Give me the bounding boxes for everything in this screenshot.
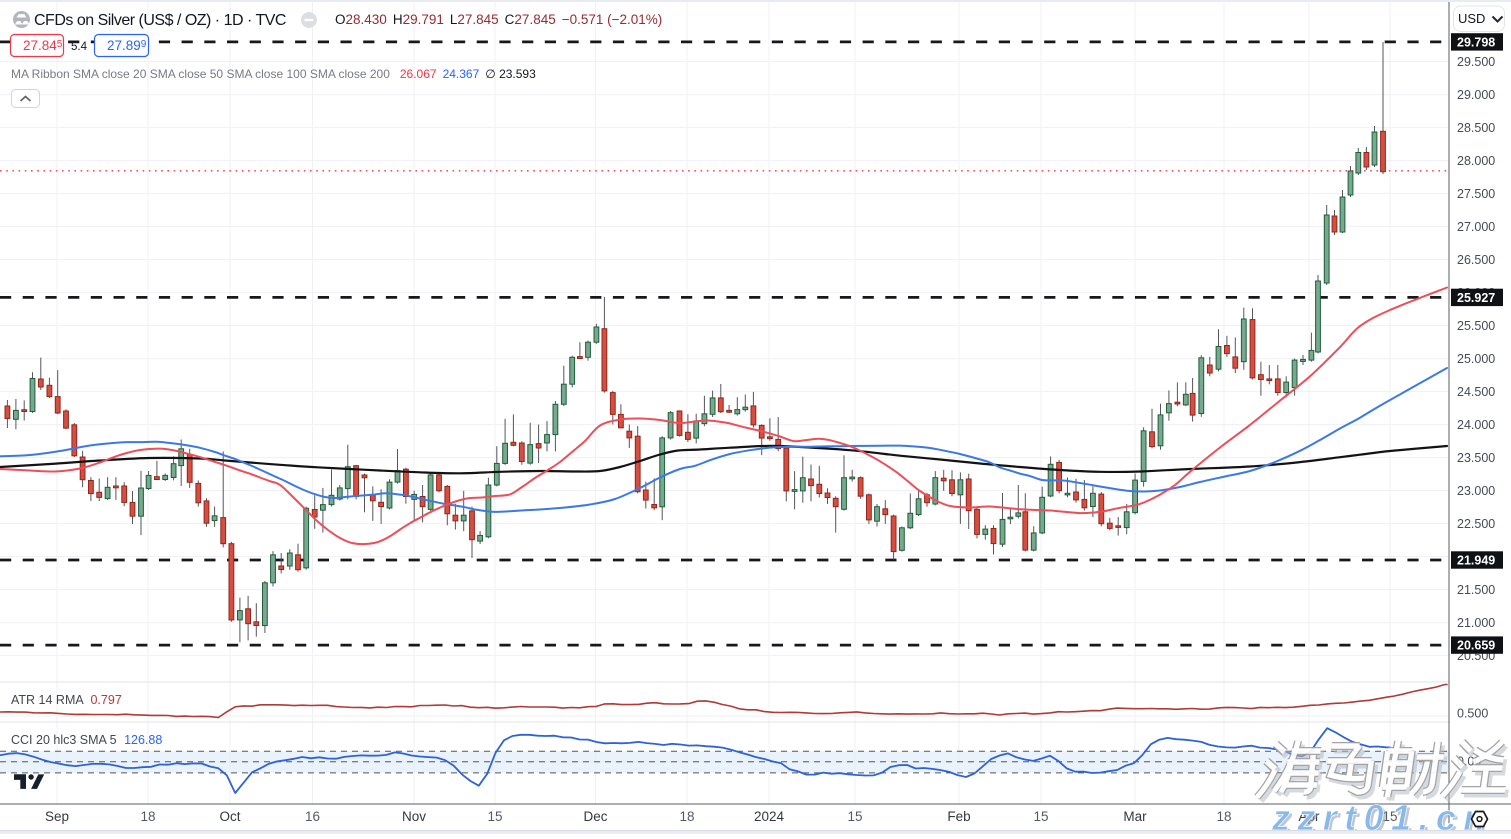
svg-text:27.000: 27.000 [1457, 220, 1495, 234]
svg-text:25.927: 25.927 [1457, 291, 1495, 305]
svg-text:Nov: Nov [402, 809, 426, 824]
svg-text:24.500: 24.500 [1457, 385, 1495, 399]
svg-text:24.000: 24.000 [1457, 418, 1495, 432]
svg-text:Oct: Oct [219, 809, 240, 824]
svg-text:CFDs on Silver (US$ / OZ) · 1D: CFDs on Silver (US$ / OZ) · 1D · TVC [34, 12, 286, 29]
svg-text:16: 16 [305, 809, 320, 824]
svg-text:zzrt01.cn: zzrt01.cn [1271, 797, 1493, 834]
svg-text:18: 18 [140, 809, 155, 824]
svg-text:29.500: 29.500 [1457, 55, 1495, 69]
svg-text:21.000: 21.000 [1457, 616, 1495, 630]
svg-text:29.798: 29.798 [1457, 35, 1495, 49]
svg-text:15: 15 [487, 809, 502, 824]
svg-text:2024: 2024 [754, 809, 785, 824]
svg-text:27.500: 27.500 [1457, 187, 1495, 201]
svg-text:15: 15 [1382, 809, 1397, 824]
svg-text:23.000: 23.000 [1457, 484, 1495, 498]
svg-text:27.845: 27.845 [23, 38, 63, 53]
svg-text:18: 18 [1216, 809, 1231, 824]
svg-text:29.000: 29.000 [1457, 88, 1495, 102]
svg-text:28.000: 28.000 [1457, 154, 1495, 168]
svg-text:Sep: Sep [45, 809, 69, 824]
svg-text:Mar: Mar [1123, 809, 1147, 824]
svg-text:ATR 14 RMA 0.797: ATR 14 RMA 0.797 [11, 693, 122, 707]
svg-text:5.4: 5.4 [71, 41, 88, 53]
svg-text:20.659: 20.659 [1457, 639, 1495, 653]
svg-text:MA Ribbon SMA close 20 SMA clo: MA Ribbon SMA close 20 SMA close 50 SMA … [11, 67, 536, 81]
svg-text:25.500: 25.500 [1457, 319, 1495, 333]
svg-text:18: 18 [679, 809, 694, 824]
svg-text:21.500: 21.500 [1457, 583, 1495, 597]
svg-text:25.000: 25.000 [1457, 352, 1495, 366]
svg-text:23.500: 23.500 [1457, 451, 1495, 465]
svg-text:0.500: 0.500 [1457, 707, 1488, 721]
svg-text:Apr: Apr [1298, 809, 1320, 824]
svg-text:26.500: 26.500 [1457, 253, 1495, 267]
svg-text:28.500: 28.500 [1457, 121, 1495, 135]
svg-text:27.899: 27.899 [107, 38, 147, 53]
svg-text:CCI 20 hlc3 SMA 5 126.88: CCI 20 hlc3 SMA 5 126.88 [11, 733, 162, 747]
svg-text:22.500: 22.500 [1457, 517, 1495, 531]
svg-text:15: 15 [847, 809, 862, 824]
svg-text:USD: USD [1458, 11, 1485, 26]
svg-text:21.949: 21.949 [1457, 554, 1495, 568]
svg-text:Feb: Feb [947, 809, 970, 824]
svg-text:Dec: Dec [583, 809, 607, 824]
svg-text:15: 15 [1033, 809, 1048, 824]
